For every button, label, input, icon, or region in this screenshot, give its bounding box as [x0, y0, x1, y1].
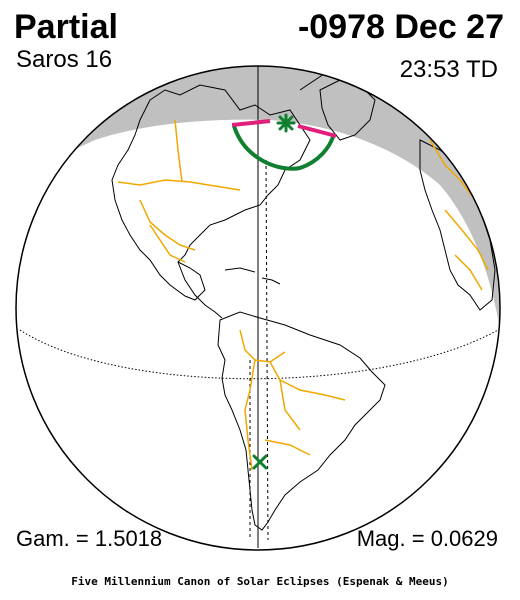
globe-outline	[15, 65, 501, 551]
south-america-coast	[217, 311, 386, 531]
magnitude-value: Mag. = 0.0629	[356, 526, 498, 551]
time-label: 23:53 TD	[399, 56, 498, 83]
eclipse-limit-west	[231, 119, 271, 127]
eclipse-limit-east	[297, 124, 337, 138]
caribbean-islands	[224, 267, 281, 285]
cross-marker-icon	[252, 454, 268, 470]
eclipse-extent-arc	[232, 125, 336, 171]
credit-footer: Five Millennium Canon of Solar Eclipses …	[71, 575, 449, 588]
equator-line	[19, 329, 499, 380]
eclipse-type-title: Partial	[14, 8, 118, 46]
north-america-coast	[111, 84, 311, 301]
political-borders	[117, 119, 489, 471]
central-america-coast	[177, 261, 223, 319]
asterisk-marker-icon	[276, 113, 296, 133]
gamma-value: Gam. = 1.5018	[16, 526, 163, 551]
eclipse-date-title: -0978 Dec 27	[297, 8, 504, 46]
saros-label: Saros 16	[16, 46, 113, 73]
